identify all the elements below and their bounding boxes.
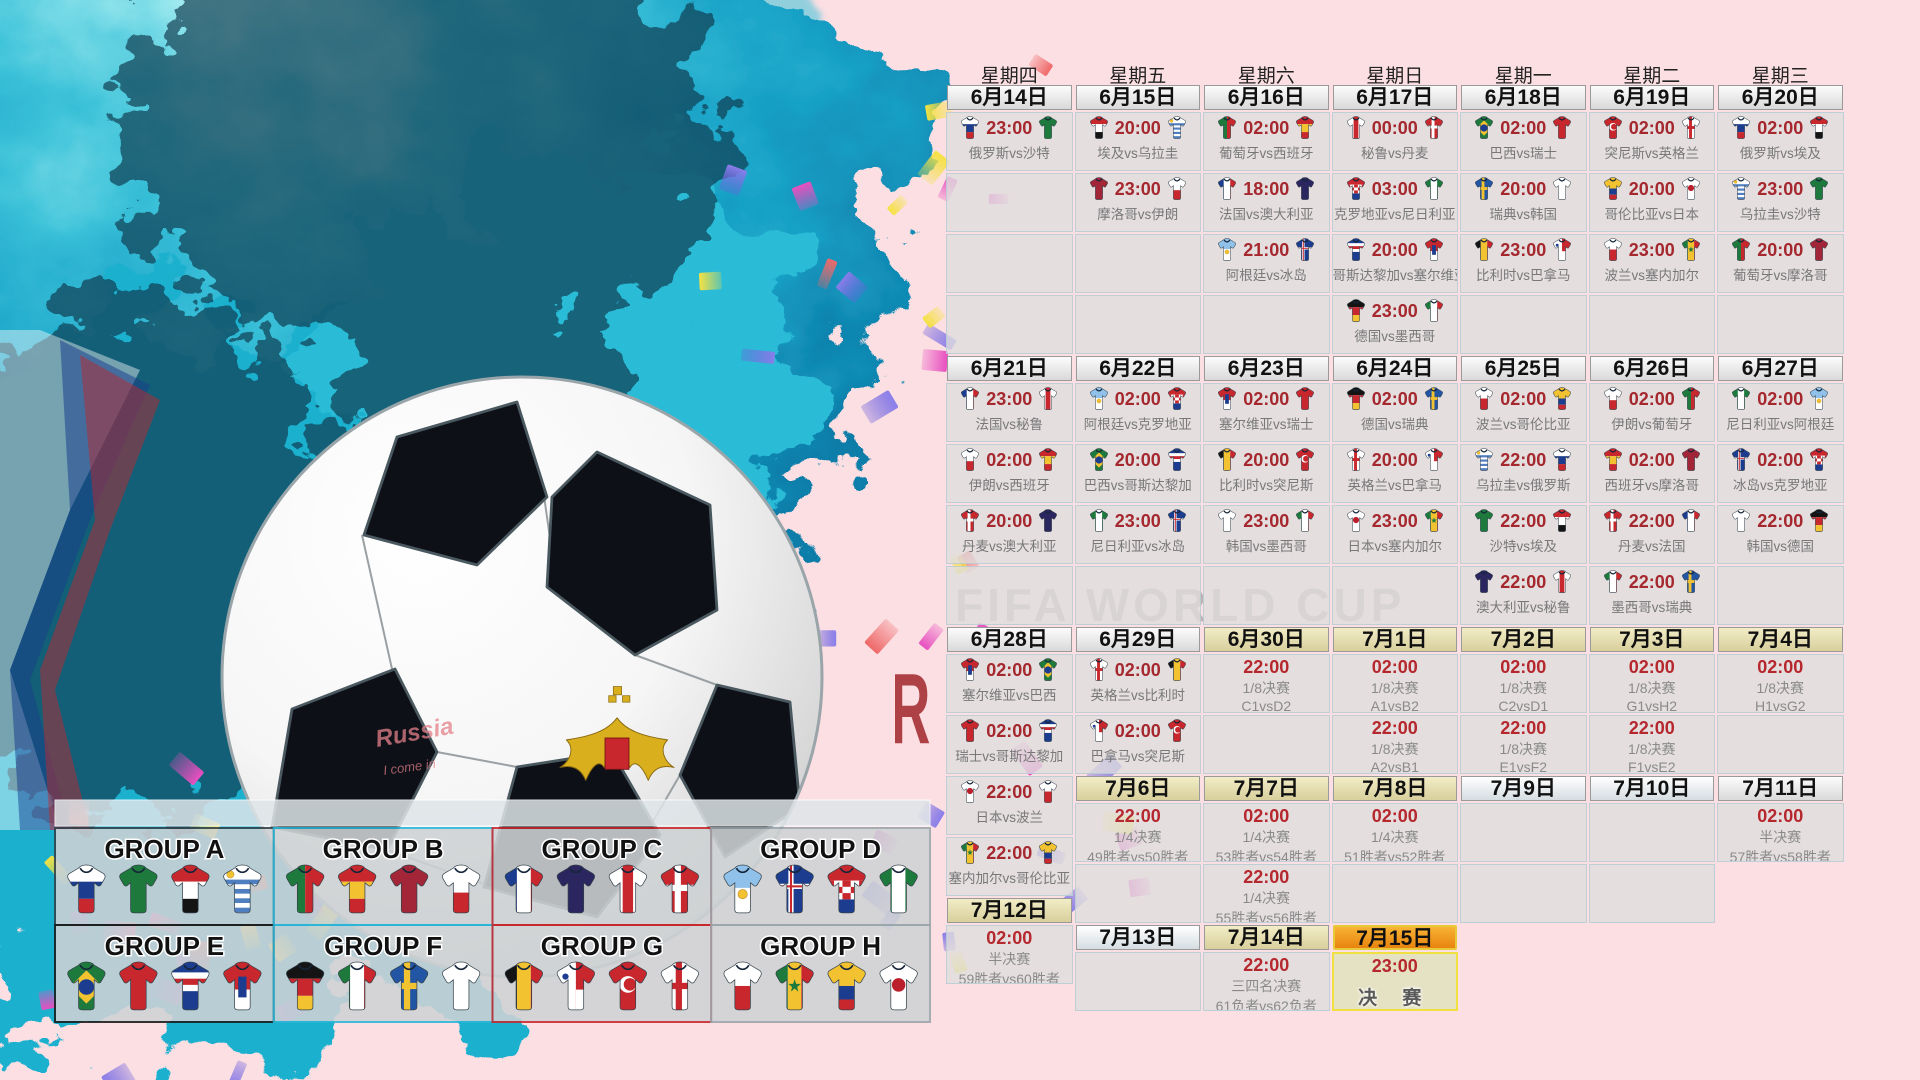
svg-text:GROUP B: GROUP B <box>323 834 444 864</box>
svg-text:GROUP H: GROUP H <box>760 931 881 961</box>
svg-text:GROUP E: GROUP E <box>105 931 224 961</box>
svg-text:GROUP D: GROUP D <box>760 834 881 864</box>
svg-text:GROUP A: GROUP A <box>104 834 224 864</box>
svg-text:GROUP C: GROUP C <box>541 834 662 864</box>
svg-text:GROUP G: GROUP G <box>541 931 663 961</box>
svg-text:GROUP F: GROUP F <box>324 931 442 961</box>
